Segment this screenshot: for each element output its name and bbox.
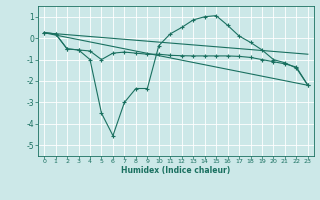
X-axis label: Humidex (Indice chaleur): Humidex (Indice chaleur) — [121, 166, 231, 175]
